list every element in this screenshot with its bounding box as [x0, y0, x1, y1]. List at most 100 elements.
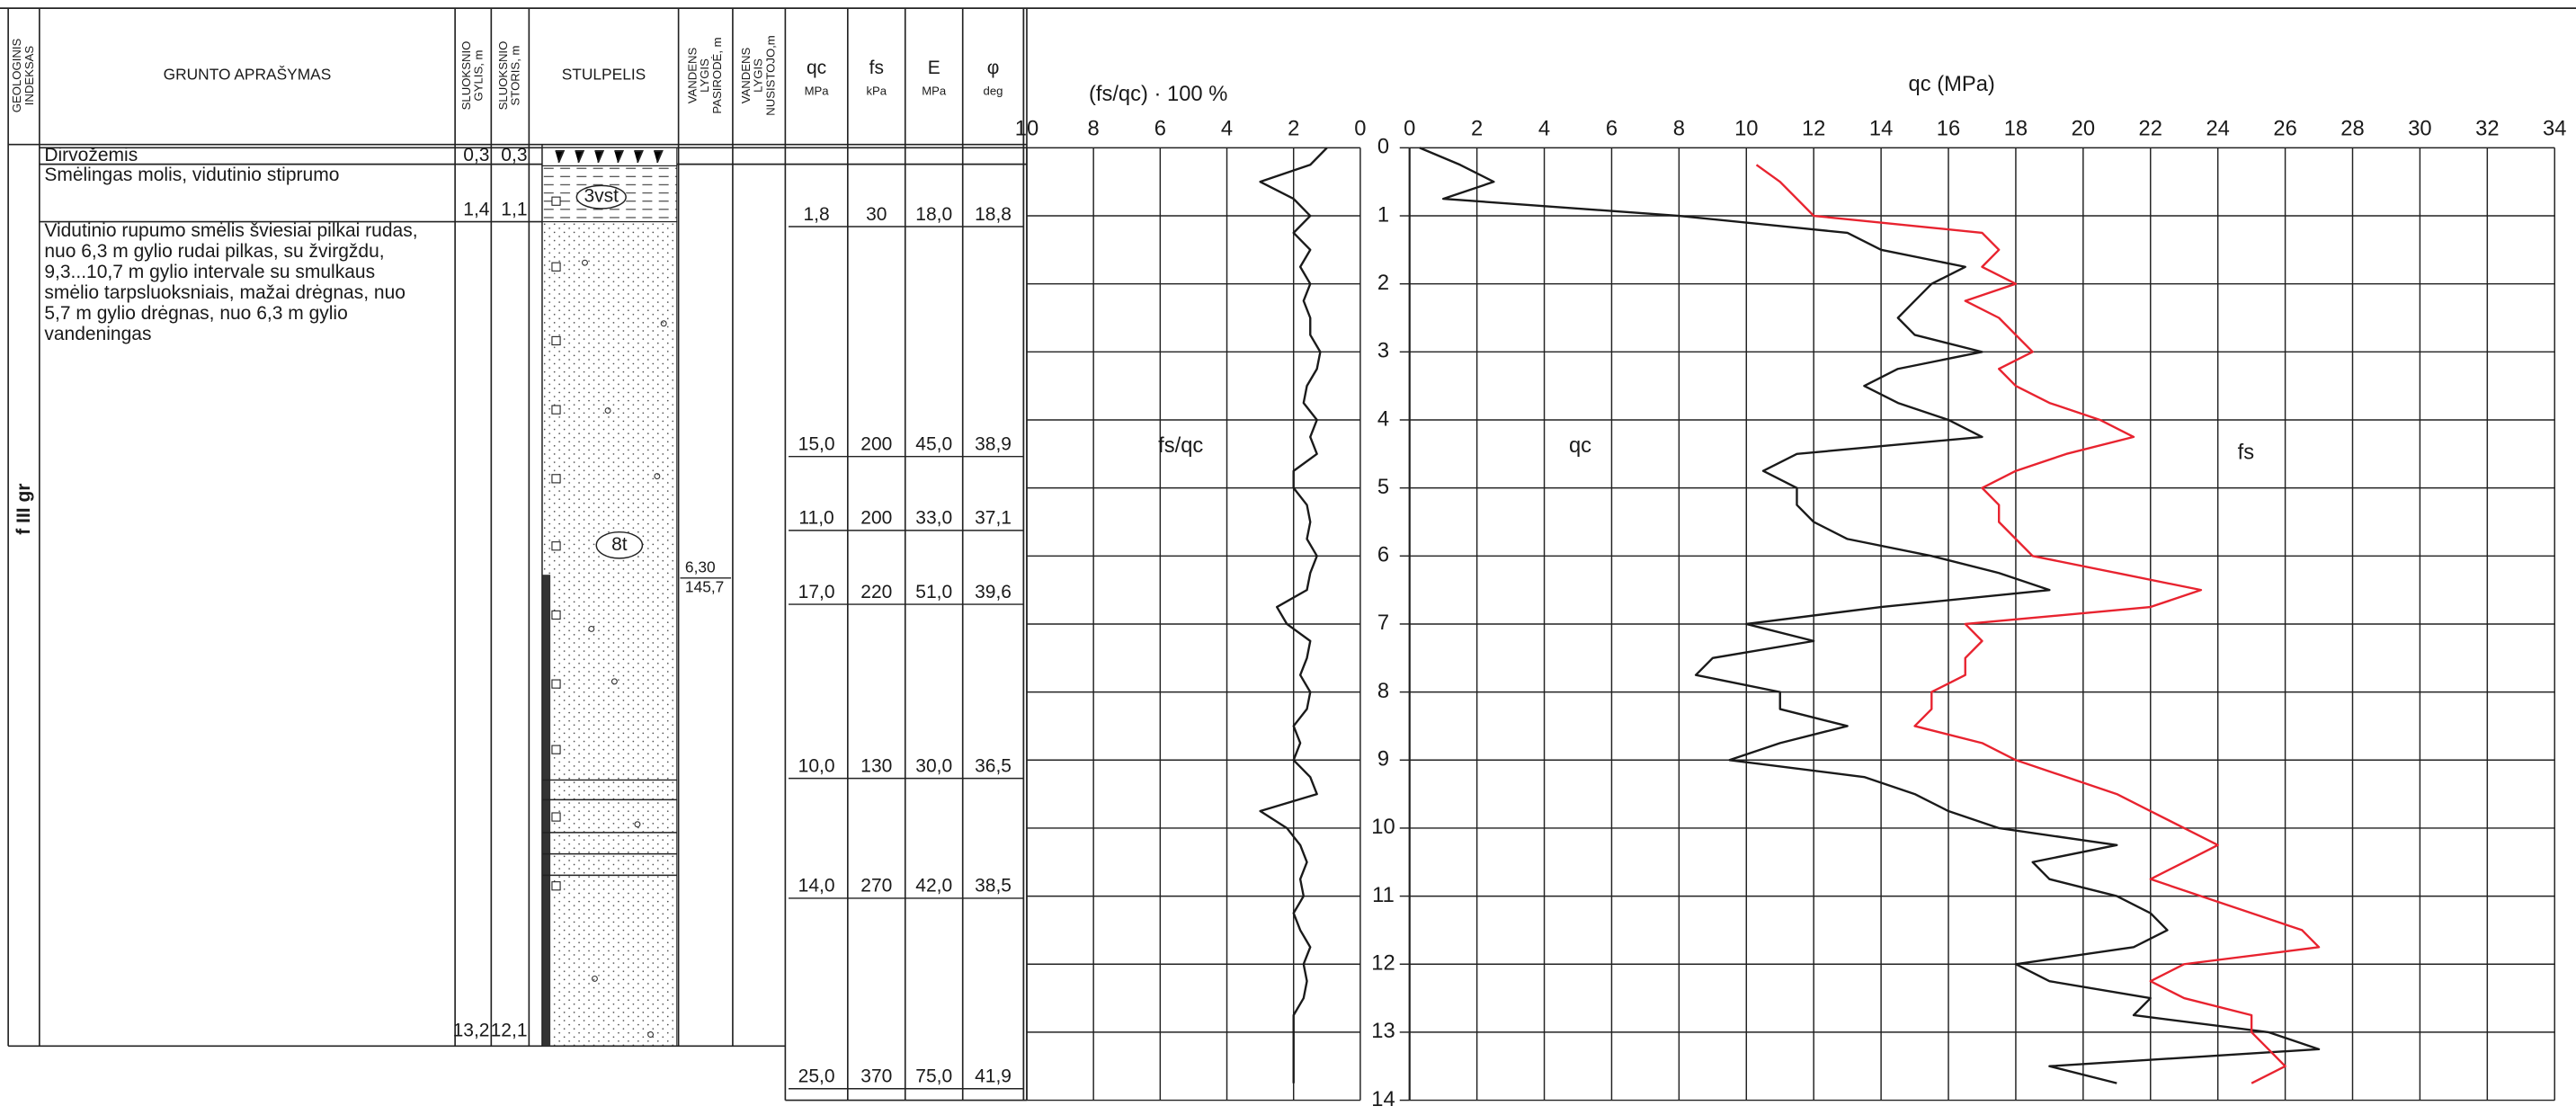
sample-marker: [551, 881, 561, 891]
parameter-value: 75,0: [915, 1066, 952, 1087]
y-tick-label: 7: [1377, 611, 1389, 635]
y-tick-label: 1: [1377, 203, 1389, 227]
parameter-value: 42,0: [915, 876, 952, 896]
column-header: deg: [984, 85, 1003, 98]
x-tick-label: 14: [1869, 118, 1893, 141]
parameter-value: 14,0: [798, 876, 835, 896]
x-tick-label: 18: [2004, 118, 2028, 141]
y-tick-label: 6: [1377, 544, 1389, 567]
sample-marker: [551, 745, 561, 754]
parameter-value: 38,9: [975, 433, 1012, 454]
layer-thickness: 12,1: [491, 1020, 528, 1040]
parameter-value: 18,0: [915, 204, 952, 225]
y-tick-label: 2: [1377, 272, 1389, 295]
column-header: STORIS, m: [509, 46, 522, 106]
sample-marker: [551, 812, 561, 822]
sample-marker: [551, 335, 561, 346]
gravel-dot: [654, 473, 661, 480]
layer-description: Dirvožemis: [44, 145, 138, 165]
gravel-dot: [588, 625, 595, 632]
y-tick-label: 12: [1371, 952, 1395, 976]
x-tick-label: 16: [1937, 118, 1960, 141]
column-header: NUSISTOJO,m: [763, 35, 777, 116]
layer-description: nuo 6,3 m gylio rudai pilkas, su žvirgžd…: [44, 241, 384, 262]
layer-description: Smėlingas molis, vidutinio stiprumo: [44, 165, 339, 185]
gravel-dot: [611, 678, 618, 685]
column-header: LYGIS: [752, 58, 765, 93]
parameter-value: 37,1: [975, 508, 1012, 529]
gravel-dot: [604, 407, 611, 415]
column-header: VANDENS: [739, 48, 753, 104]
y-tick-label: 3: [1377, 340, 1389, 363]
y-tick-label: 13: [1371, 1020, 1395, 1043]
column-header: φ: [987, 58, 1000, 78]
column-header: fs: [869, 58, 884, 78]
lithology-symbol: 8t: [611, 534, 628, 555]
x-tick-label: 4: [1538, 118, 1550, 141]
data-line: [1755, 164, 2321, 1084]
table-frame: [0, 7, 2576, 1048]
series-label: fs/qc: [1158, 434, 1203, 458]
parameter-value: 11,0: [798, 508, 833, 529]
x-tick-label: 30: [2408, 118, 2431, 141]
y-tick-label: 5: [1377, 476, 1389, 499]
column-header: LYGIS: [698, 58, 711, 93]
sample-marker: [551, 541, 561, 551]
column-header: GYLIS, m: [472, 49, 486, 101]
column-header: E: [928, 58, 940, 78]
column-header: PASIRODĖ, m: [710, 37, 724, 113]
parameter-value: 15,0: [798, 433, 835, 454]
x-tick-label: 12: [1802, 118, 1825, 141]
parameter-value: 33,0: [915, 508, 952, 529]
geological-index: f III gr: [13, 484, 34, 535]
x-tick-label: 20: [2072, 118, 2095, 141]
layer-depth: 13,2: [453, 1020, 490, 1040]
gravel-dot: [591, 975, 598, 982]
column-header: MPa: [805, 85, 830, 98]
water-level: 6,30: [685, 558, 716, 575]
layer-description: 5,7 m gylio drėgnas, nuo 6,3 m gylio: [44, 303, 347, 324]
column-header: VANDENS: [686, 48, 700, 104]
sample-marker: [551, 679, 561, 689]
parameter-value: 1,8: [803, 204, 829, 225]
y-tick-label: 4: [1377, 407, 1389, 431]
sample-marker: [551, 262, 561, 272]
y-tick-label: 14: [1371, 1088, 1395, 1111]
x-tick-label: 6: [1154, 118, 1166, 141]
parameter-value: 270: [860, 876, 892, 896]
column-header: GEOLOGINIS: [10, 39, 23, 113]
x-tick-label: 10: [1015, 118, 1038, 141]
column-header: qc: [807, 58, 826, 78]
x-tick-label: 6: [1606, 118, 1618, 141]
parameter-value: 41,9: [975, 1066, 1012, 1087]
x-tick-label: 24: [2206, 118, 2229, 141]
parameter-value: 38,5: [975, 876, 1012, 896]
x-tick-label: 28: [2340, 118, 2364, 141]
column-header: GRUNTO APRAŠYMAS: [164, 66, 332, 84]
parameter-value: 39,6: [975, 582, 1012, 602]
y-tick-label: 10: [1371, 816, 1395, 839]
x-tick-label: 22: [2139, 118, 2162, 141]
layer-thickness: 1,1: [501, 199, 527, 219]
x-tick-label: 8: [1673, 118, 1685, 141]
y-tick-label: 8: [1377, 680, 1389, 703]
column-header: SLUOKSNIO: [496, 41, 510, 111]
layer-description: smėlio tarpsluoksniais, mažai drėgnas, n…: [44, 282, 406, 303]
lithology-column: [541, 147, 678, 1047]
parameter-value: 200: [860, 433, 892, 454]
column-header: STULPELIS: [562, 66, 646, 84]
y-tick-label: 0: [1377, 136, 1389, 159]
layer-depth: 0,3: [463, 145, 489, 165]
parameter-value: 200: [860, 508, 892, 529]
layer-depth: 1,4: [463, 199, 490, 219]
layer-description: 9,3...10,7 m gylio intervale su smulkaus: [44, 262, 375, 282]
layer-thickness: 0,3: [501, 145, 527, 165]
data-line: [1419, 147, 2321, 1084]
column-header: INDEKSAS: [22, 46, 36, 106]
parameter-value: 18,8: [975, 204, 1012, 225]
parameter-value: 45,0: [915, 433, 952, 454]
x-tick-label: 8: [1088, 118, 1100, 141]
parameter-value: 130: [860, 755, 892, 776]
x-tick-label: 4: [1221, 118, 1233, 141]
parameter-value: 30: [866, 204, 887, 225]
